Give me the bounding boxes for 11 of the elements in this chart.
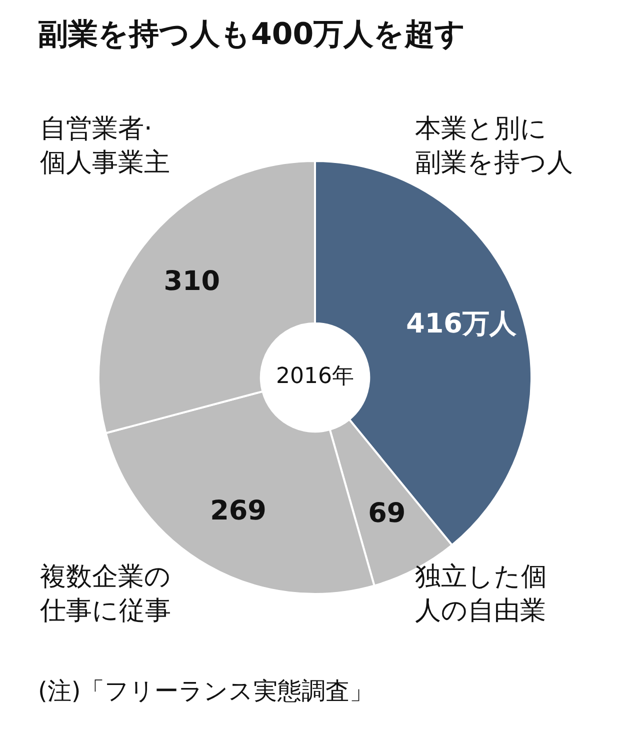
slice-label: 複数企業の仕事に従事 — [39, 562, 171, 626]
data-label: 416万人 — [406, 308, 518, 340]
data-label: 69 — [368, 498, 406, 530]
data-label: 269 — [210, 496, 266, 527]
chart-title: 副業を持つ人も400万人を超す — [38, 16, 466, 54]
slice-label: 本業と別に副業を持つ人 — [415, 114, 573, 178]
text: 2016年 — [276, 364, 354, 390]
text: (注)「フリーランス実態調査」 — [38, 676, 374, 707]
slice-label: 独立した個人の自由業 — [415, 562, 547, 626]
slice-label: 自営業者·個人事業主 — [40, 114, 170, 178]
data-label: 310 — [164, 266, 220, 297]
